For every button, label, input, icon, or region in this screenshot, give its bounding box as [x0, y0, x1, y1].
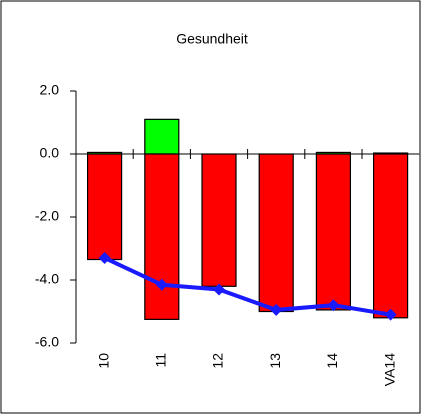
bar [86, 153, 123, 261]
bar [144, 118, 180, 155]
marker [270, 303, 283, 316]
bar [201, 153, 237, 287]
y-tick-label: -4.0 [35, 271, 59, 287]
chart-title: Gesundheit [176, 31, 248, 47]
bar [144, 153, 180, 320]
x-tick-label: VA14 [381, 353, 397, 386]
y-tick-label: -2.0 [35, 208, 59, 224]
y-tick-label: -6.0 [35, 334, 59, 350]
x-tick-label: 13 [267, 353, 283, 369]
marker [98, 251, 111, 264]
y-tick-label: 0.0 [40, 145, 60, 161]
bar [258, 153, 294, 313]
x-tick-label: 14 [324, 353, 340, 369]
x-tick-label: 10 [95, 353, 111, 369]
bar [373, 153, 409, 319]
x-tick-label: 12 [210, 353, 226, 369]
marker [213, 283, 225, 296]
marker [384, 308, 397, 321]
marker [327, 299, 340, 312]
marker [155, 278, 168, 291]
x-tick-label: 11 [153, 353, 169, 368]
y-tick-label: 2.0 [40, 82, 60, 98]
bar [315, 153, 351, 311]
line [103, 256, 391, 317]
